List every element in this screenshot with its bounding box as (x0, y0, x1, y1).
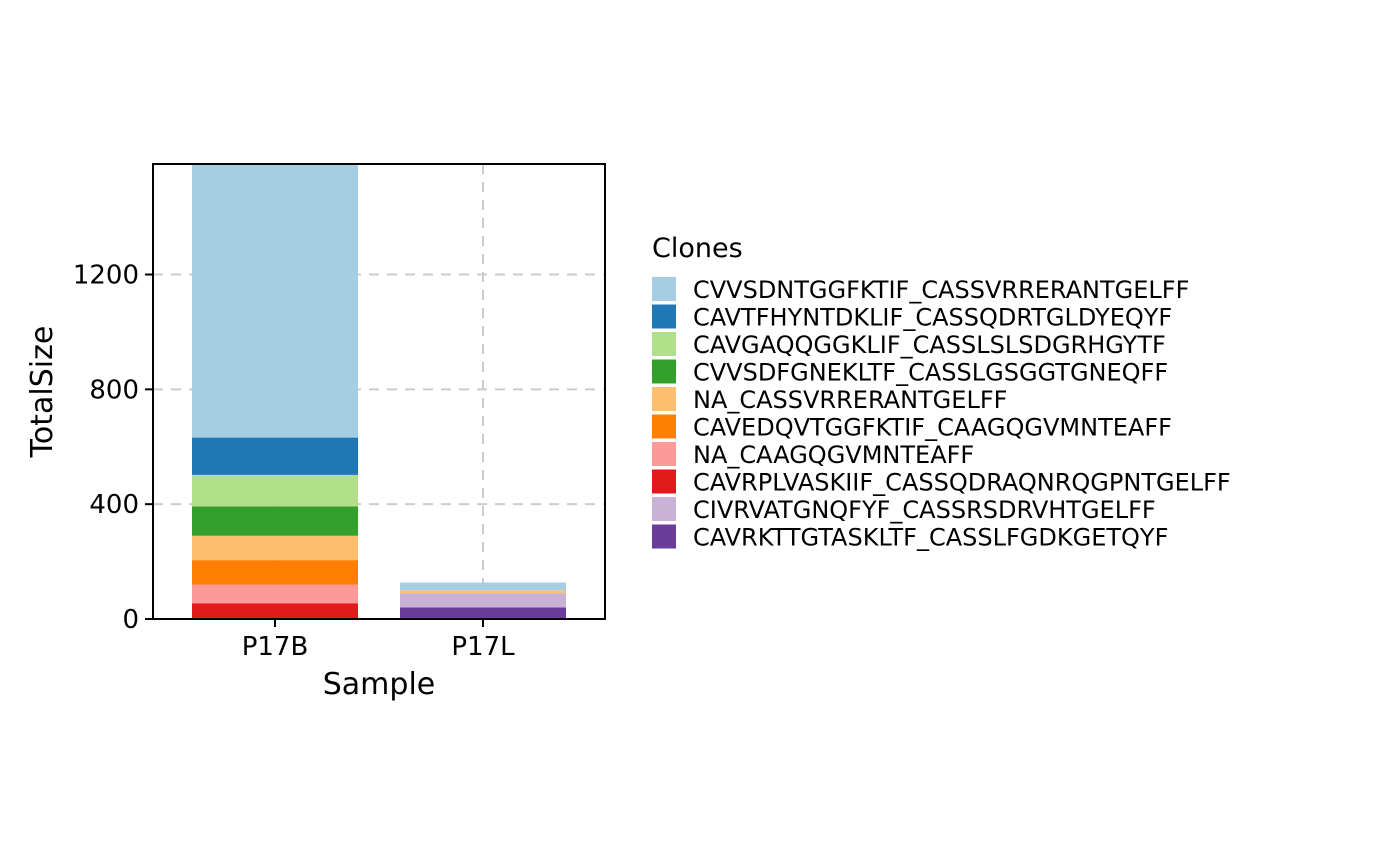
legend-label: CAVGAQQGGKLIF_CASSLSLSDGRHGYTF (693, 331, 1166, 359)
axes: 0 400 800 1200 P17B P17L (73, 261, 515, 662)
legend-swatch (652, 497, 676, 521)
x-tick-label: P17L (451, 632, 515, 662)
bar-segment-P17B (192, 506, 358, 536)
x-tick-label: P17B (242, 632, 309, 662)
legend-label: CIVRVATGNQFYF_CASSRSDRVHTGELFF (693, 496, 1156, 524)
legend-title: Clones (652, 233, 743, 264)
bar-segment-P17L (400, 593, 566, 608)
bar-segment-P17B (192, 584, 358, 604)
bar-segment-P17L (400, 582, 566, 591)
legend-swatch (652, 442, 676, 466)
legend-label: CVVSDNTGGFKTIF_CASSVRRERANTGELFF (693, 276, 1189, 304)
bar-segment-P17B (192, 603, 358, 619)
legend-label: CAVEDQVTGGFKTIF_CAAGQGVMNTEAFF (693, 414, 1172, 442)
bar-segment-P17B (192, 560, 358, 585)
bar-segment-P17B (192, 474, 358, 507)
bar-segment-P17B (192, 164, 358, 438)
legend-swatch (652, 469, 676, 494)
legend-label: NA_CAAGQGVMNTEAFF (693, 441, 974, 469)
bar-segment-P17L (400, 590, 566, 594)
legend-swatch (652, 414, 676, 439)
x-axis-title: Sample (323, 667, 436, 702)
legend-label: CVVSDFGNEKLTF_CASSLGSGGTGNEQFF (693, 359, 1168, 387)
y-axis-title: TotalSize (25, 326, 60, 459)
bar-segment-P17B (192, 535, 358, 561)
bar-segment-P17L (400, 607, 566, 619)
legend-swatch (652, 524, 676, 549)
legend-label: CAVRKTTGTASKLTF_CASSLFGDKGETQYF (693, 524, 1168, 552)
legend-swatch (652, 359, 676, 384)
legend-label: CAVRPLVASKIIF_CASSQDRAQNRQGPNTGELFF (693, 469, 1231, 497)
legend-swatch (652, 332, 676, 356)
y-tick-label: 0 (122, 605, 139, 635)
plot-panel-border (152, 163, 606, 620)
legend-swatch (652, 387, 676, 411)
legend: Clones CVVSDNTGGFKTIF_CASSVRRERANTGELFFC… (652, 233, 1231, 552)
y-tick-label: 1200 (73, 261, 139, 291)
legend-swatch (652, 304, 676, 329)
legend-label: NA_CASSVRRERANTGELFF (693, 386, 1007, 414)
legend-swatch (652, 277, 676, 301)
bars (192, 164, 566, 619)
y-tick-label: 800 (89, 375, 139, 405)
bar-segment-P17B (192, 437, 358, 475)
y-tick-label: 400 (89, 490, 139, 520)
legend-label: CAVTFHYNTDKLIF_CASSQDRTGLDYEQYF (693, 304, 1172, 332)
